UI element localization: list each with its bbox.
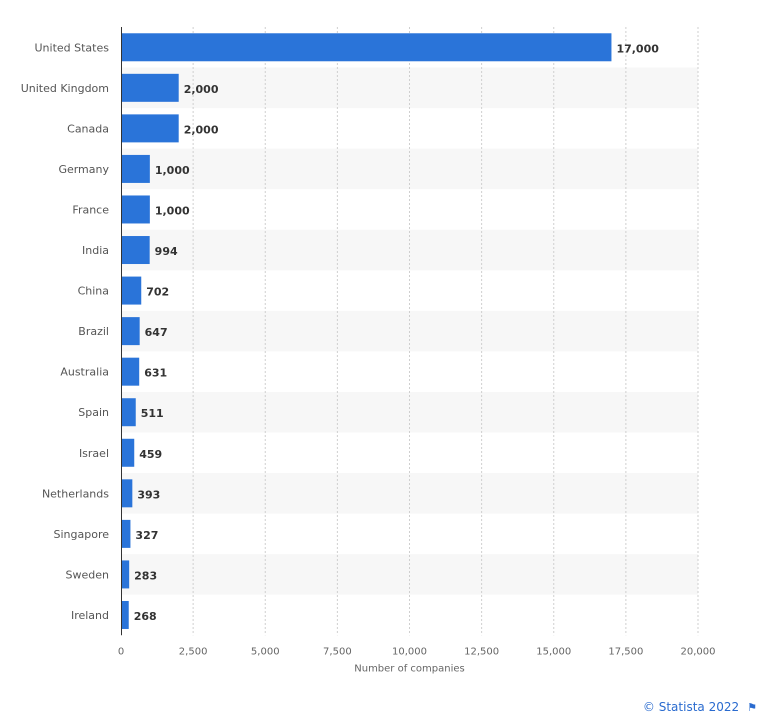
value-label: 459 <box>139 448 162 461</box>
credit-text[interactable]: © Statista 2022 <box>642 700 740 714</box>
bar[interactable] <box>121 276 142 305</box>
bar[interactable] <box>121 33 612 62</box>
bar[interactable] <box>121 398 136 427</box>
value-label: 327 <box>135 529 158 542</box>
x-axis-title: Number of companies <box>354 663 464 674</box>
category-label: Brazil <box>78 325 109 338</box>
bar[interactable] <box>121 236 150 265</box>
category-label: India <box>82 244 109 257</box>
x-tick-label: 20,000 <box>681 646 716 657</box>
category-label: Germany <box>58 163 109 176</box>
bar[interactable] <box>121 600 129 629</box>
value-label: 631 <box>144 367 167 380</box>
value-label: 511 <box>141 407 164 420</box>
category-label: Ireland <box>71 609 109 622</box>
bar[interactable] <box>121 195 150 224</box>
category-label: Singapore <box>54 528 110 541</box>
value-label: 647 <box>145 326 168 339</box>
bar[interactable] <box>121 154 150 183</box>
category-label: China <box>78 285 109 298</box>
x-tick-label: 17,500 <box>608 646 643 657</box>
category-label: France <box>72 203 109 216</box>
value-label: 268 <box>134 610 157 623</box>
x-tick-label: 5,000 <box>251 646 280 657</box>
category-label: United States <box>35 41 110 54</box>
credit[interactable]: © Statista 2022 ⚑ <box>643 700 757 714</box>
bar[interactable] <box>121 560 130 589</box>
bar[interactable] <box>121 114 179 143</box>
category-label: Spain <box>78 406 109 419</box>
value-label: 283 <box>134 569 157 582</box>
value-label: 2,000 <box>184 123 219 136</box>
category-label: Australia <box>60 366 109 379</box>
value-label: 2,000 <box>184 83 219 96</box>
category-label: Netherlands <box>42 487 109 500</box>
value-label: 1,000 <box>155 164 190 177</box>
value-label: 17,000 <box>616 42 659 55</box>
value-label: 393 <box>137 488 160 501</box>
category-label: United Kingdom <box>21 82 109 95</box>
bar[interactable] <box>121 438 135 467</box>
category-label: Israel <box>79 447 109 460</box>
flag-icon[interactable]: ⚑ <box>747 701 757 714</box>
x-tick-label: 10,000 <box>392 646 427 657</box>
category-label: Sweden <box>66 568 109 581</box>
x-tick-label: 15,000 <box>536 646 571 657</box>
bar[interactable] <box>121 317 140 346</box>
x-tick-label: 0 <box>118 646 124 657</box>
bar[interactable] <box>121 519 131 548</box>
bar[interactable] <box>121 479 133 508</box>
category-label: Canada <box>67 122 109 135</box>
x-tick-label: 2,500 <box>179 646 208 657</box>
bar[interactable] <box>121 357 140 386</box>
value-label: 1,000 <box>155 204 190 217</box>
bar[interactable] <box>121 73 179 102</box>
value-label: 702 <box>146 286 169 299</box>
value-label: 994 <box>155 245 178 258</box>
x-tick-label: 7,500 <box>323 646 352 657</box>
x-tick-label: 12,500 <box>464 646 499 657</box>
